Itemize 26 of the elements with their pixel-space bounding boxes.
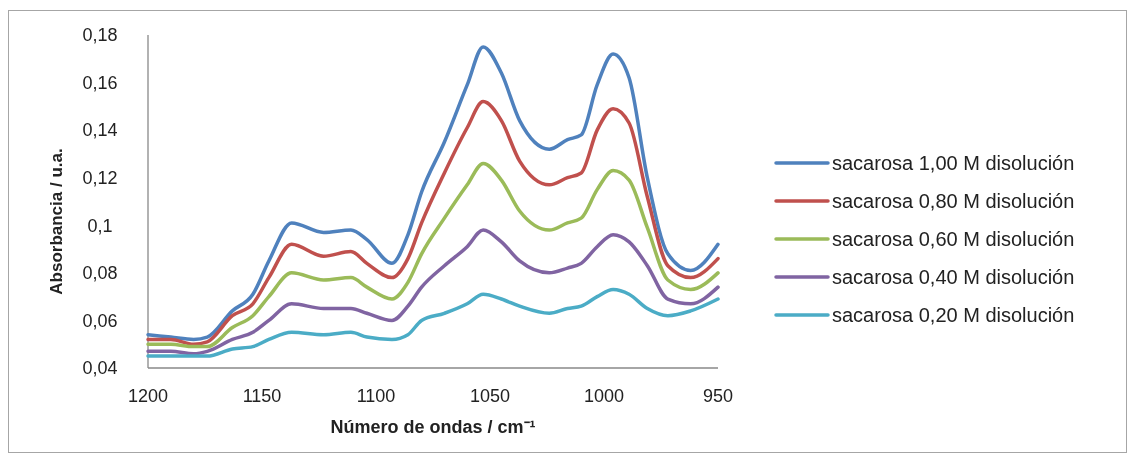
x-tick-label: 1000 — [583, 386, 625, 407]
line-series — [146, 99, 720, 346]
line-series — [146, 287, 720, 358]
line-series — [146, 45, 720, 342]
line-series — [146, 161, 720, 349]
line-series — [146, 228, 720, 356]
y-tick-label: 0,16 — [82, 72, 118, 93]
x-tick-label: 1100 — [356, 386, 396, 407]
legend-label: sacarosa 0,60 M disolución — [832, 228, 1075, 250]
y-tick-label: 0,1 — [87, 215, 113, 236]
x-tick-label: 1050 — [469, 386, 511, 407]
x-axis-title: Número de ondas / cm⁻¹ — [330, 417, 536, 438]
y-tick-label: 0,04 — [82, 358, 118, 379]
y-axis-title: Absorbancia / u.a. — [46, 148, 66, 295]
y-tick-label: 0,18 — [82, 25, 118, 46]
legend-label: sacarosa 0,80 M disolución — [832, 190, 1075, 212]
legend-label: sacarosa 0,40 M disolución — [832, 266, 1075, 288]
x-tick-label: 950 — [702, 386, 734, 407]
x-tick-label: 1200 — [127, 386, 169, 407]
x-tick-label: 1150 — [242, 386, 282, 407]
y-tick-label: 0,08 — [82, 263, 118, 284]
y-tick-label: 0,14 — [82, 120, 118, 141]
y-tick-label: 0,12 — [82, 168, 118, 189]
legend-label: sacarosa 0,20 M disolución — [832, 304, 1075, 326]
y-tick-label: 0,06 — [82, 310, 118, 331]
legend-label: sacarosa 1,00 M disolución — [832, 152, 1075, 174]
